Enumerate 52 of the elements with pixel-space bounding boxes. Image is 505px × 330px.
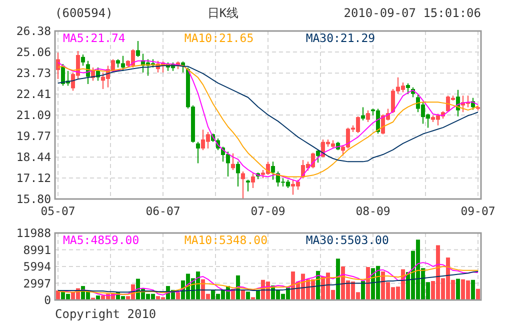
bar bbox=[241, 290, 245, 300]
y-tick-label: 19.77 bbox=[16, 128, 52, 143]
text: MA30:5503.00 bbox=[306, 233, 389, 247]
y-tick-label: 25.06 bbox=[16, 44, 52, 59]
line-series bbox=[58, 270, 478, 293]
x-tick-label: 07-09 bbox=[250, 204, 286, 218]
text: 2010-09-07 15:01:06 bbox=[344, 6, 481, 20]
y-tick-label: 8991 bbox=[23, 242, 52, 257]
bar bbox=[361, 281, 365, 300]
candlestick bbox=[366, 110, 370, 122]
y-tick-label: 26.38 bbox=[16, 24, 52, 38]
y-tick-label: 11988 bbox=[16, 226, 52, 240]
candlestick bbox=[81, 54, 85, 66]
bar bbox=[471, 280, 475, 300]
y-tick-label: 23.73 bbox=[16, 66, 52, 80]
bar bbox=[176, 292, 180, 300]
candlestick bbox=[316, 150, 320, 164]
series-label: MA5:21.74 bbox=[63, 31, 126, 45]
candlestick bbox=[271, 161, 275, 180]
text: MA10:5348.00 bbox=[184, 233, 268, 247]
bar bbox=[456, 278, 460, 300]
y-tick-label: 21.09 bbox=[16, 108, 52, 122]
candlestick bbox=[196, 141, 200, 164]
y-tick-label: 5994 bbox=[23, 260, 52, 274]
candlestick bbox=[231, 152, 235, 170]
chart-title: (600594) bbox=[55, 6, 113, 20]
y-tick-label: 2997 bbox=[23, 276, 52, 290]
bar bbox=[476, 288, 480, 300]
x-tick-label: 05-07 bbox=[40, 204, 76, 218]
text: MA5:4859.00 bbox=[63, 233, 140, 247]
bar bbox=[366, 267, 370, 300]
candlestick bbox=[236, 161, 240, 187]
chart-subtitle: 日K线 bbox=[207, 6, 239, 20]
candlestick bbox=[361, 106, 365, 121]
candlestick bbox=[246, 179, 250, 192]
y-tick-label: 0 bbox=[44, 293, 52, 308]
y-tick-label: 17.12 bbox=[16, 171, 51, 186]
candlestick bbox=[136, 40, 140, 58]
x-tick-label: 08-09 bbox=[356, 204, 390, 218]
bar bbox=[336, 258, 340, 300]
text: Copyright 2010 bbox=[55, 307, 156, 321]
candlestick bbox=[406, 82, 410, 94]
text: MA30:21.29 bbox=[306, 31, 376, 45]
x-tick-label: 09-07 bbox=[460, 204, 496, 218]
y-tick-label: 22.41 bbox=[16, 87, 52, 102]
y-tick-label: 18.44 bbox=[16, 150, 52, 164]
x-tick-label: 06-07 bbox=[146, 204, 180, 218]
candlestick bbox=[241, 171, 245, 200]
series-label: MA10:21.65 bbox=[184, 31, 254, 45]
candlestick bbox=[251, 172, 255, 189]
bar bbox=[246, 292, 250, 300]
y-tick-label: 15.80 bbox=[16, 192, 52, 206]
